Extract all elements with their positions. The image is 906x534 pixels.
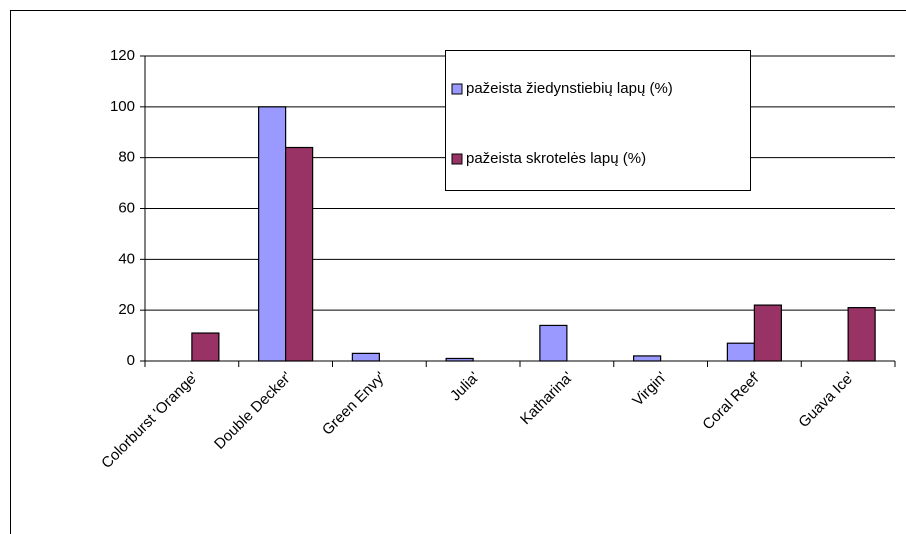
y-tick-label: 40 (118, 250, 135, 267)
bar (726, 342, 755, 362)
y-tick-label: 120 (110, 47, 135, 64)
bar (191, 332, 220, 362)
bar (753, 304, 782, 362)
y-tick-label: 100 (110, 98, 135, 115)
legend-box (445, 50, 751, 191)
bar (351, 352, 380, 362)
bar (539, 324, 568, 362)
bar (258, 106, 287, 362)
legend-swatch (451, 153, 463, 165)
legend-swatch (451, 83, 463, 95)
legend-label: pažeista žiedynstiebių lapų (%) (466, 80, 673, 97)
bar (285, 146, 314, 362)
y-tick-label: 0 (127, 352, 135, 369)
legend-label: pažeista skrotelės lapų (%) (466, 150, 646, 167)
bar (633, 355, 662, 362)
y-tick-label: 20 (118, 301, 135, 318)
bar (445, 357, 474, 362)
bar (847, 307, 876, 362)
y-tick-label: 60 (118, 199, 135, 216)
y-tick-label: 80 (118, 149, 135, 166)
